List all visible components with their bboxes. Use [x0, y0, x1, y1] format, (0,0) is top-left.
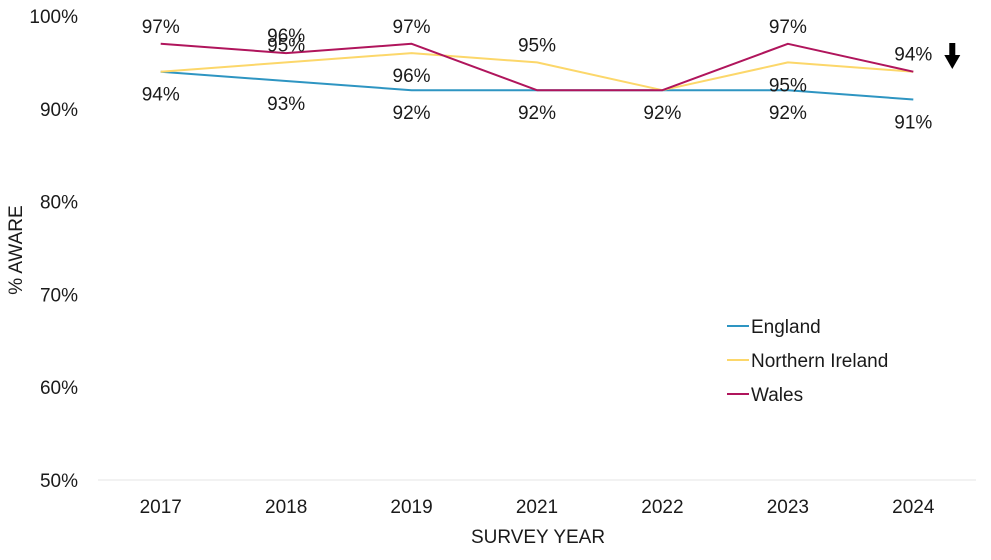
- down-arrow-icon: [944, 43, 961, 69]
- data-label-wales: 97%: [393, 17, 431, 38]
- data-label-england: 91%: [894, 113, 932, 134]
- data-label-england: 93%: [267, 94, 305, 115]
- legend-label-northern-ireland: Northern Ireland: [751, 351, 888, 372]
- data-label-england: 92%: [393, 103, 431, 124]
- series-lines: [160, 42, 914, 101]
- legend-label-england: England: [751, 317, 821, 338]
- axes: 50% 60% 70% 80% 90% 100% 2017 2018 2019 2021 2022 2…: [29, 7, 976, 518]
- x-tick-label: 2023: [767, 497, 809, 518]
- legend-label-wales: Wales: [751, 385, 803, 406]
- data-label-northern-ireland: 95%: [769, 75, 807, 96]
- x-tick-label: 2024: [892, 497, 935, 518]
- y-tick-label: 80%: [40, 193, 78, 214]
- data-label-wales: 97%: [769, 17, 807, 38]
- x-tick-label: 2018: [265, 497, 307, 518]
- y-tick-label: 100%: [29, 7, 78, 28]
- annotation: [944, 43, 961, 69]
- data-label-northern-ireland: 95%: [518, 35, 556, 56]
- x-axis-title: SURVEY YEAR: [471, 527, 605, 548]
- data-label-england: 92%: [769, 103, 807, 124]
- x-tick-label: 2017: [140, 497, 182, 518]
- data-label-england: 94%: [142, 85, 180, 106]
- series-line-northern-ireland: [160, 52, 914, 92]
- x-tick-label: 2021: [516, 497, 558, 518]
- data-label-northern-ireland: 95%: [267, 35, 305, 56]
- data-label-wales: 97%: [142, 17, 180, 38]
- x-tick-label: 2019: [390, 497, 432, 518]
- y-tick-label: 50%: [40, 471, 78, 492]
- y-tick-label: 90%: [40, 100, 78, 121]
- series-line-wales: [160, 42, 914, 92]
- legend: England Northern Ireland Wales: [727, 317, 888, 406]
- data-label-wales: 96%: [267, 26, 305, 47]
- x-tick-label: 2022: [641, 497, 683, 518]
- down-arrow-head: [944, 55, 961, 69]
- y-axis-title: % AWARE: [6, 205, 27, 294]
- data-label-northern-ireland: 96%: [393, 66, 431, 87]
- data-label-england: 92%: [518, 103, 556, 124]
- data-labels: 94% 93% 92% 92% 92% 92% 91%95%96%95%95%97% 96% 9…: [142, 17, 933, 134]
- y-tick-label: 60%: [40, 378, 78, 399]
- data-label-wales: 94%: [894, 45, 932, 66]
- y-tick-label: 70%: [40, 285, 78, 306]
- data-label-england: 92%: [643, 103, 681, 124]
- down-arrow-shaft: [949, 43, 956, 56]
